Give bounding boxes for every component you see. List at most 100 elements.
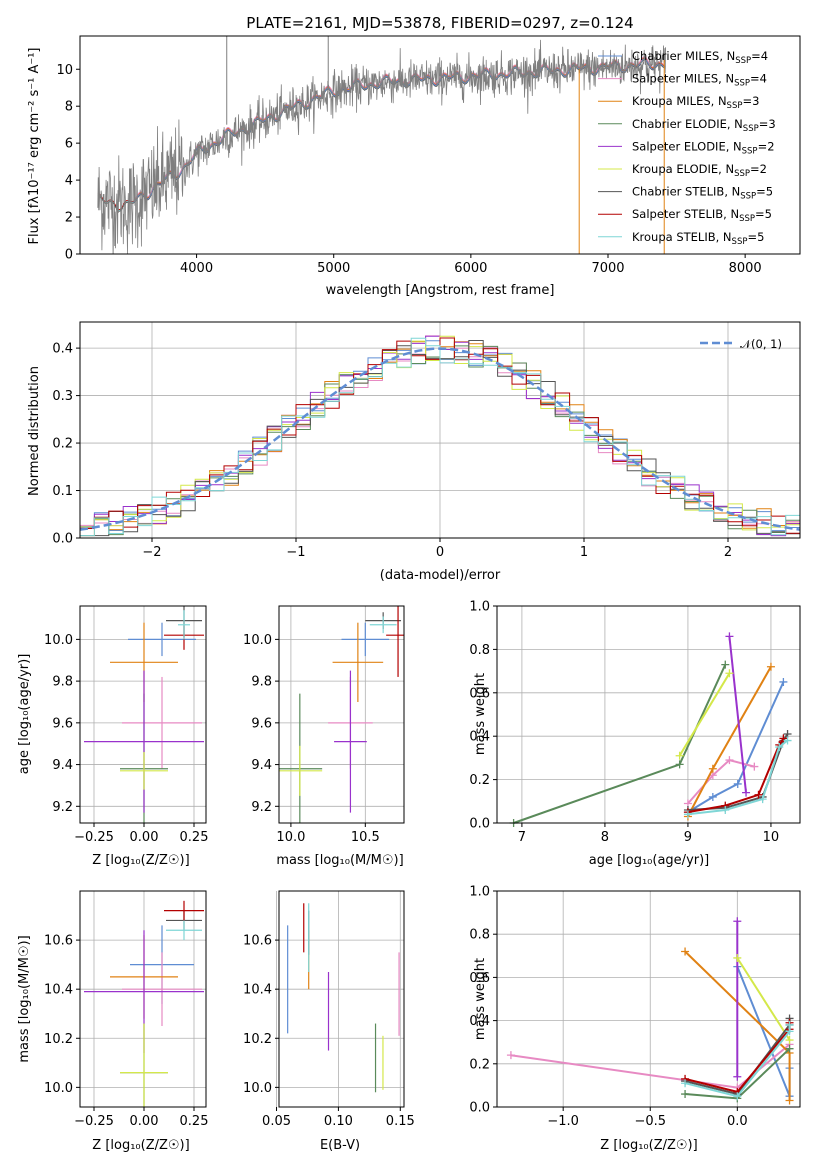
weight-point-marker [675, 751, 684, 760]
y-tick-label: 0.3 [52, 389, 73, 404]
weight-vs-age-xlabel: age [log₁₀(age/yr)] [589, 853, 710, 868]
weight-point-marker [742, 788, 751, 797]
spectrum-legend: Chabrier MILES, NSSP=4 Salpeter MILES, NS… [598, 49, 776, 247]
x-tick-label: 0.00 [130, 830, 159, 845]
grid-lines [80, 891, 206, 1107]
weight-series-line [736, 957, 791, 1041]
weight-point-marker [733, 953, 742, 962]
x-tick-label: 9 [684, 830, 692, 845]
axes-frame [79, 35, 801, 255]
weight-point-marker [785, 1036, 794, 1045]
axes-frame [496, 605, 801, 824]
weight-series-line [687, 733, 789, 811]
weight-series-line [728, 636, 747, 793]
y-tick-label: 0.4 [52, 342, 73, 357]
y-tick-label: 0.0 [469, 1101, 490, 1116]
weight-point-marker [785, 1044, 794, 1053]
y-tick-label: 9.6 [251, 716, 272, 731]
spectrum-title: PLATE=2161, MJD=53878, FIBERID=0297, z=0… [246, 14, 633, 32]
x-tick-label: −1 [286, 545, 305, 560]
histogram-xlabel: (data-model)/error [380, 568, 501, 583]
model-spectrum-line [133, 56, 665, 201]
weight-point-marker [775, 743, 784, 752]
y-tick-label: 9.8 [251, 675, 272, 690]
y-tick-label: 9.2 [52, 800, 73, 815]
x-tick-label: 10.0 [276, 830, 305, 845]
y-tick-label: 0.8 [469, 928, 490, 943]
y-tick-label: 9.4 [52, 758, 73, 773]
weight-series-line [736, 966, 791, 1097]
weight-point-marker [733, 917, 742, 926]
y-tick-label: 9.4 [251, 758, 272, 773]
axes-frame [278, 890, 405, 1108]
weight-series-line [687, 681, 785, 813]
age-vs-Z-xlabel: Z [log₁₀(Z/Z☉)] [92, 853, 189, 868]
weight-point-marker [783, 736, 792, 745]
observed-spectrum-line [97, 39, 666, 254]
weight-lines [509, 632, 792, 827]
mass-vs-Z-ylabel: mass [log₁₀(M/M☉)] [17, 935, 32, 1062]
legend-entry: Salpeter STELIB, NSSP=5 [632, 207, 772, 224]
grid-lines [279, 606, 404, 823]
y-tick-label: 10.0 [243, 633, 272, 648]
y-tick-label: 0 [65, 248, 73, 263]
spectrum-ylabel: Flux [fλ10⁻¹⁷ erg cm⁻² s⁻¹ A⁻¹] [27, 48, 42, 245]
weight-series-line [678, 672, 731, 757]
legend-entry: Salpeter ELODIE, NSSP=2 [632, 139, 775, 156]
histogram-steps [80, 335, 800, 537]
x-tick-label: 1 [580, 545, 588, 560]
weight-point-marker [779, 734, 788, 743]
y-tick-label: 10.4 [243, 983, 272, 998]
weight-point-marker [733, 779, 742, 788]
mass-vs-Z-xlabel: Z [log₁₀(Z/Z☉)] [92, 1138, 189, 1153]
y-tick-label: 0.4 [469, 730, 490, 745]
y-tick-label: 1.0 [469, 885, 490, 900]
x-tick-label: 10.5 [351, 830, 380, 845]
grid-lines [497, 605, 800, 824]
legend-entry: Chabrier STELIB, NSSP=5 [632, 185, 773, 202]
y-tick-label: 9.2 [251, 800, 272, 815]
y-tick-label: 10 [56, 63, 73, 78]
y-tick-label: 0.8 [469, 643, 490, 658]
x-tick-label: −1.0 [547, 1114, 579, 1129]
y-tick-label: 0.0 [52, 532, 73, 547]
legend-entry: Salpeter MILES, NSSP=4 [632, 72, 767, 89]
weight-series-line [513, 664, 727, 824]
spectrum-xlabel: wavelength [Angstrom, rest frame] [326, 283, 555, 298]
weight-lines [506, 917, 794, 1105]
histogram-panel: (data-model)/error Normed distribution −… [27, 321, 801, 583]
legend-entry: Chabrier MILES, NSSP=4 [632, 49, 768, 66]
y-tick-label: 4 [65, 174, 73, 189]
y-tick-label: 9.8 [52, 675, 73, 690]
x-tick-label: 8 [601, 830, 609, 845]
x-tick-label: −0.25 [74, 1114, 114, 1129]
grid-lines [80, 606, 206, 823]
weight-point-marker [779, 677, 788, 686]
legend-entry: Kroupa STELIB, NSSP=5 [632, 230, 764, 247]
y-tick-label: 0.6 [469, 971, 490, 986]
weight-point-marker [733, 1092, 742, 1101]
histogram-ylabel: Normed distribution [27, 366, 42, 496]
y-tick-label: 0.0 [469, 817, 490, 832]
y-tick-label: 8 [65, 100, 73, 115]
x-tick-label: −2 [142, 545, 161, 560]
grid-lines [276, 891, 404, 1107]
legend-entry: Kroupa MILES, NSSP=3 [632, 94, 759, 111]
weight-vs-age-panel: age [log₁₀(age/yr)] mass weight 7 8 9 10 0.0… [469, 600, 801, 868]
mass-vs-EBV-xlabel: E(B-V) [320, 1138, 360, 1153]
y-tick-label: 10.4 [44, 983, 73, 998]
y-tick-label: 10.0 [243, 1081, 272, 1096]
y-tick-label: 0.1 [52, 484, 73, 499]
x-tick-label: 5000 [317, 261, 350, 276]
y-tick-label: 0.2 [469, 1057, 490, 1072]
weight-point-marker [766, 662, 775, 671]
x-tick-label: 0.0 [727, 1114, 748, 1129]
weight-point-marker [750, 762, 759, 771]
axes-frame [79, 605, 207, 824]
age-vs-mass-panel: mass [log₁₀(M/M☉)] 10.0 10.5 9.2 9.4 9.6 9.8 1… [243, 605, 405, 868]
weight-series-line [687, 737, 785, 814]
weight-point-marker [675, 760, 684, 769]
weight-point-marker [725, 756, 734, 765]
spectrum-lines [97, 36, 666, 254]
weight-point-marker [733, 1072, 742, 1081]
